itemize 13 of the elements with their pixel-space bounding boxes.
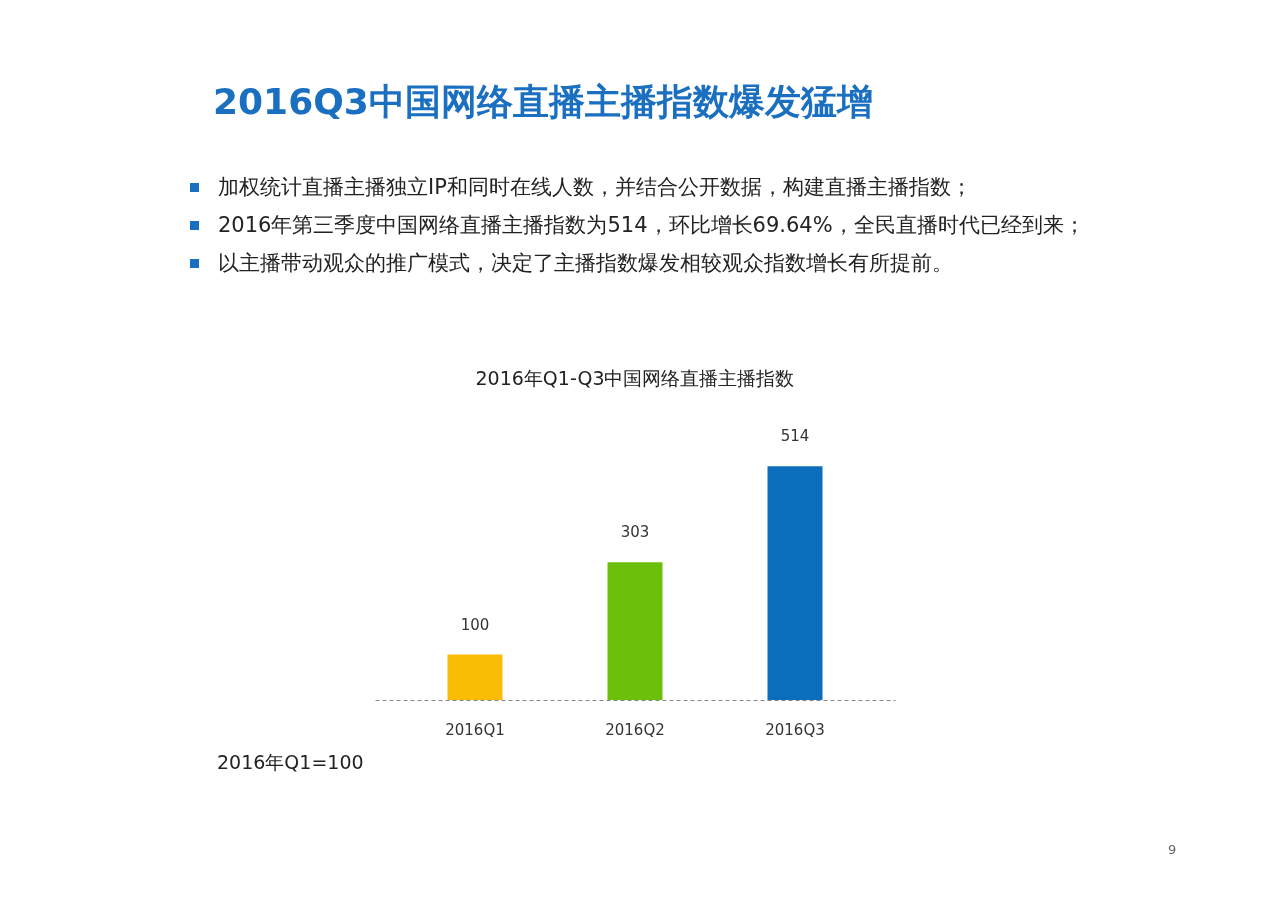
- text: 以主播带动观众的推广模式，决定了主播指数爆发相较观众指数增长有所提前。: [217, 250, 954, 277]
- x-tick-label: 2016Q1: [445, 720, 505, 739]
- x-tick-label: 2016Q2: [605, 720, 665, 739]
- text: 加权统计直播主播独立IP和同时在线人数，并结合公开数据，构建直播主播指数；: [217, 174, 973, 201]
- text: 2016年Q1=100: [217, 750, 364, 775]
- data-label: 514: [780, 427, 810, 446]
- chart-title: 2016Q3中国网络直播主播指数爆发猛增: [213, 80, 873, 124]
- data-label: 100: [460, 615, 490, 634]
- text: 9: [1168, 842, 1177, 857]
- data-label: 303: [620, 523, 650, 542]
- text: 2016年第三季度中国网络直播主播指数为514，环比增长69.64%，全民直播时代已经到来；: [217, 212, 1086, 239]
- x-tick-label: 2016Q3: [765, 720, 825, 739]
- chart-subtitle: 2016年Q1-Q3中国网络直播主播指数: [475, 367, 795, 390]
